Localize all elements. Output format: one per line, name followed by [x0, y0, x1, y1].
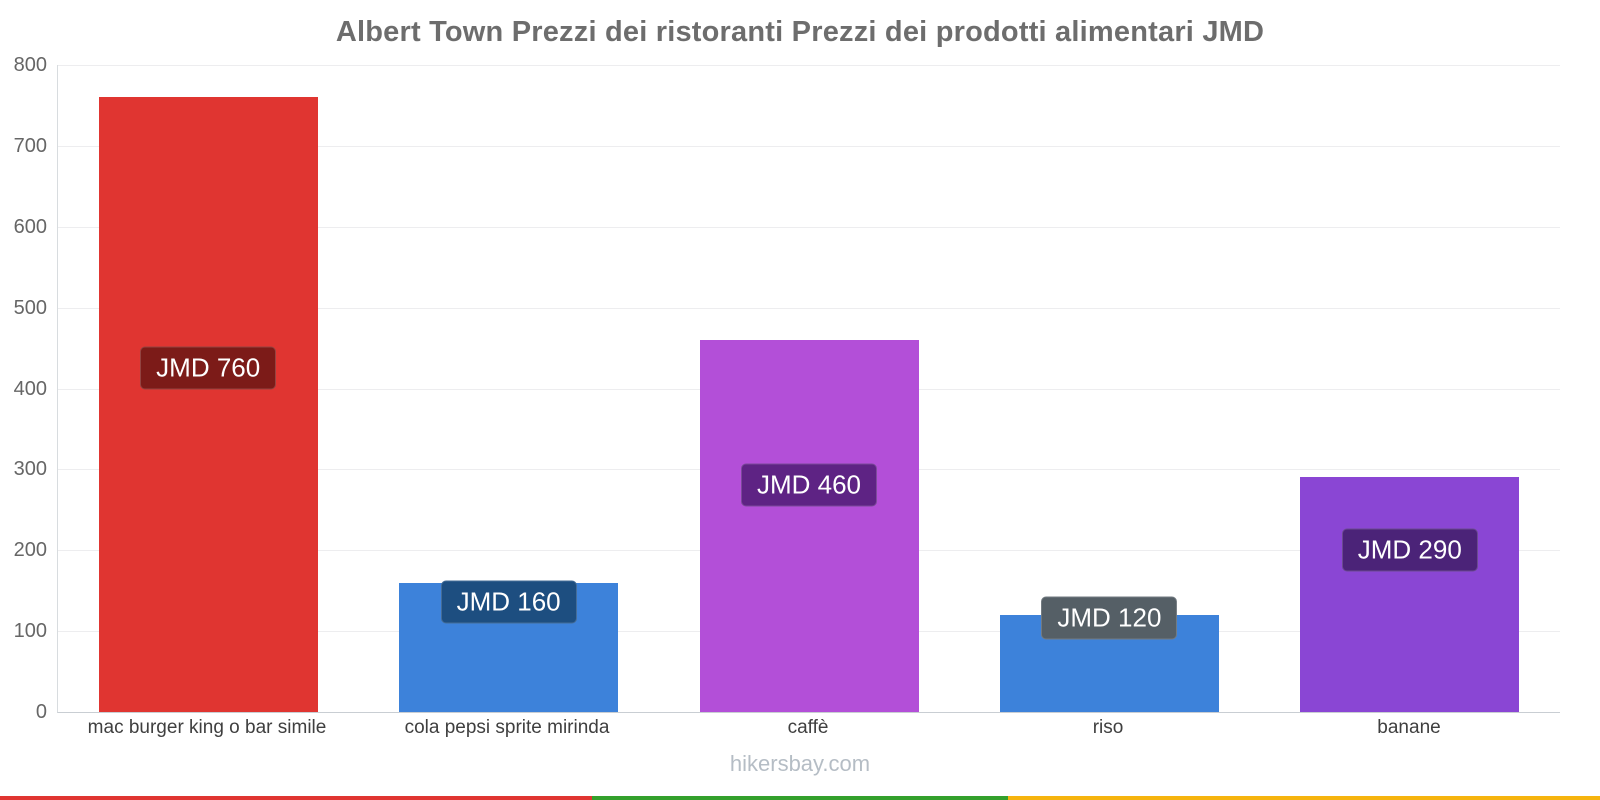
strip-segment	[592, 796, 1008, 800]
bar-3	[700, 340, 919, 712]
strip-segment	[0, 796, 592, 800]
gridline	[58, 226, 1560, 228]
x-axis: mac burger king o bar simile cola pepsi s…	[57, 717, 1560, 747]
bar-value-label: JMD 120	[1041, 596, 1178, 640]
bar-value-label: JMD 160	[440, 580, 577, 624]
chart-title: Albert Town Prezzi dei ristoranti Prezzi…	[335, 16, 1265, 48]
bar-value-label: JMD 460	[740, 463, 878, 507]
x-tick-label: cola pepsi sprite mirinda	[404, 717, 610, 738]
x-tick-label: mac burger king o bar simile	[87, 717, 327, 738]
bar-value-label: JMD 760	[140, 346, 277, 390]
bottom-color-strip	[0, 796, 1600, 800]
y-axis: 0 100 200 300 400 500 600 700 800	[0, 54, 47, 723]
y-tick-label: 0	[35, 701, 47, 723]
x-tick-label: banane	[1377, 717, 1441, 738]
bar-1	[99, 97, 318, 712]
y-tick-label: 200	[13, 539, 47, 562]
bar-5	[1300, 477, 1519, 712]
gridline	[58, 145, 1560, 147]
x-tick-label: riso	[1092, 717, 1124, 738]
gridline	[58, 65, 1560, 66]
x-tick-label: caffè	[787, 717, 829, 738]
y-tick-label: 400	[13, 377, 47, 400]
y-tick-label: 100	[13, 620, 47, 643]
strip-segment	[1008, 796, 1600, 800]
y-tick-label: 500	[13, 296, 47, 319]
footer-watermark: hikersbay.com	[729, 751, 871, 776]
plot-area: JMD 760 JMD 160 JMD 460 JMD 120 JMD 290	[57, 65, 1560, 713]
y-tick-label: 800	[13, 54, 47, 76]
y-tick-label: 600	[13, 215, 47, 238]
bar-value-label: JMD 290	[1341, 528, 1478, 572]
y-tick-label: 700	[13, 134, 47, 157]
y-tick-label: 300	[13, 458, 47, 481]
gridline	[58, 307, 1560, 309]
